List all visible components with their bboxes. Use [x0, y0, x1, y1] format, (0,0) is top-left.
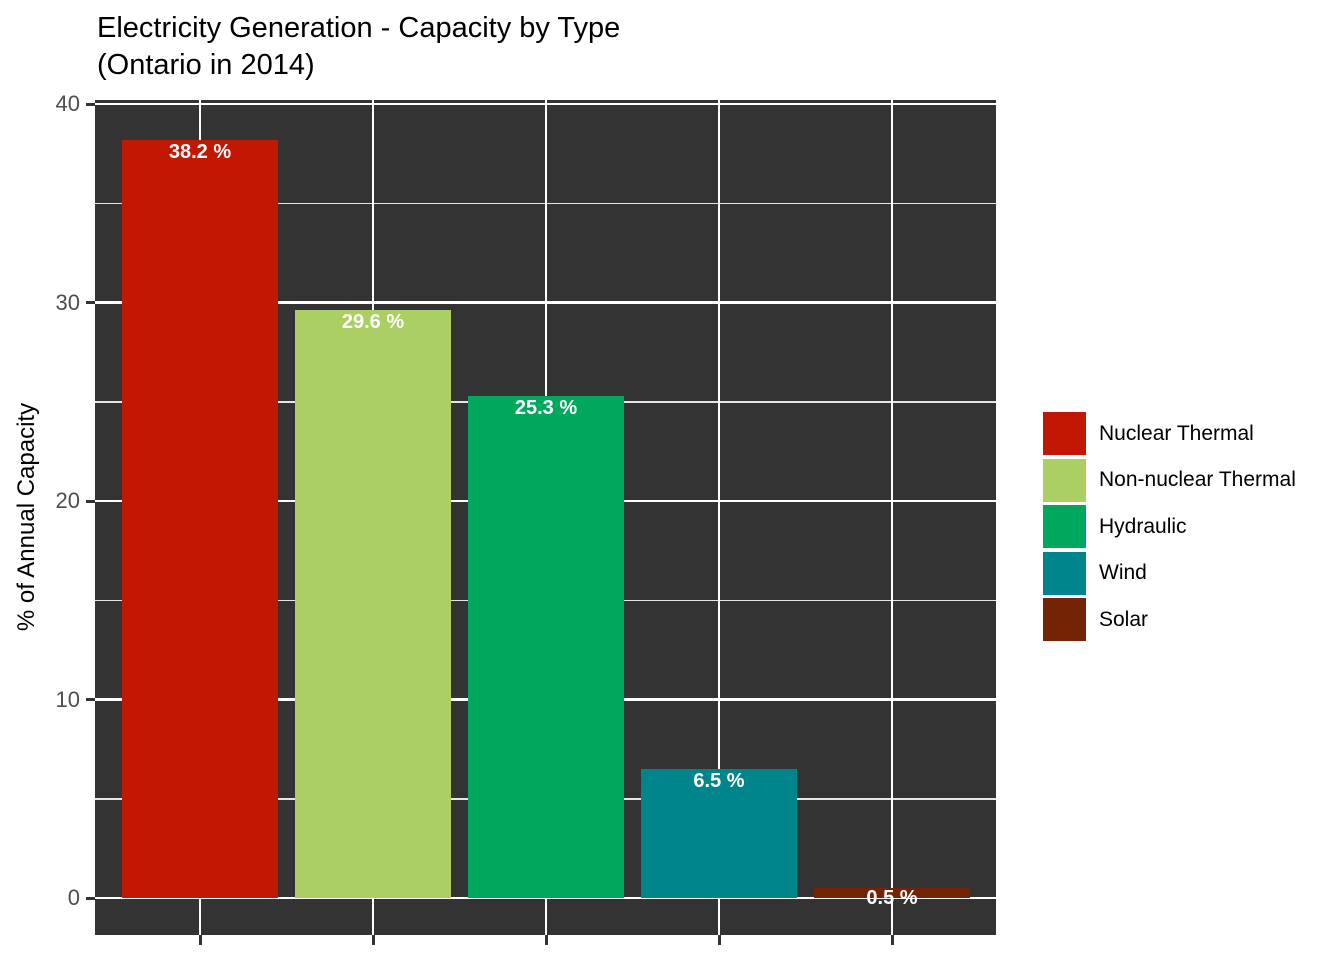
legend: Nuclear Thermal Non-nuclear Thermal Hydrau…	[1043, 412, 1296, 645]
legend-label-nuclear-thermal: Nuclear Thermal	[1099, 421, 1254, 445]
legend-label-solar: Solar	[1099, 607, 1149, 631]
y-axis-title: % of Annual Capacity	[13, 402, 40, 632]
x-tick-hydraulic	[544, 935, 548, 945]
legend-swatch-non-nuclear-thermal	[1043, 458, 1086, 502]
legend-swatch-hydraulic	[1043, 505, 1086, 548]
legend-item-wind: Wind	[1043, 551, 1296, 595]
chart-title-line2: (Ontario in 2014)	[97, 49, 315, 81]
legend-label-hydraulic: Hydraulic	[1099, 514, 1187, 538]
bar-wind	[641, 768, 797, 898]
bar-nuclear-thermal	[122, 139, 278, 898]
y-tick-10	[86, 698, 95, 701]
bar-non-nuclear-thermal	[295, 310, 451, 898]
x-gridline-solar	[890, 100, 894, 935]
x-tick-wind	[717, 935, 721, 945]
legend-label-wind: Wind	[1099, 561, 1147, 584]
y-tick-label-10: 10	[55, 686, 80, 712]
bar-label-nuclear-thermal: 38.2 %	[168, 140, 232, 163]
y-tick-0	[86, 896, 95, 900]
y-tick-30	[86, 301, 95, 304]
y-tick-label-0: 0	[67, 885, 80, 910]
y-tick-20	[86, 499, 95, 503]
y-tick-label-30: 30	[55, 289, 80, 315]
x-tick-non-nuclear-thermal	[371, 935, 375, 945]
x-tick-nuclear-thermal	[198, 935, 202, 945]
legend-swatch-solar	[1043, 598, 1086, 641]
bar-label-wind: 6.5 %	[693, 769, 745, 792]
legend-item-solar: Solar	[1043, 598, 1296, 641]
bar-hydraulic	[468, 395, 624, 898]
legend-item-nuclear-thermal: Nuclear Thermal	[1043, 412, 1296, 455]
plot-panel: 38.2 % 29.6 % 25.3 % 6.5 % 0.5 %	[95, 100, 996, 935]
legend-swatch-nuclear-thermal	[1043, 412, 1086, 455]
y-tick-40	[86, 102, 95, 106]
bar-label-non-nuclear-thermal: 29.6 %	[341, 311, 405, 334]
legend-label-non-nuclear-thermal: Non-nuclear Thermal	[1099, 468, 1296, 491]
legend-item-hydraulic: Hydraulic	[1043, 505, 1296, 548]
chart-title: Electricity Generation - Capacity by Typ…	[97, 10, 620, 84]
bar-solar	[814, 888, 970, 898]
legend-swatch-wind	[1043, 551, 1086, 595]
y-tick-label-40: 40	[55, 91, 80, 116]
bar-label-hydraulic: 25.3 %	[514, 396, 578, 419]
y-tick-label-20: 20	[55, 488, 80, 513]
bar-label-solar: 0.5 %	[866, 887, 918, 909]
chart-title-line1: Electricity Generation - Capacity by Typ…	[97, 12, 621, 44]
x-gridline-wind	[717, 100, 721, 935]
x-tick-solar	[890, 935, 894, 945]
legend-item-non-nuclear-thermal: Non-nuclear Thermal	[1043, 458, 1296, 502]
